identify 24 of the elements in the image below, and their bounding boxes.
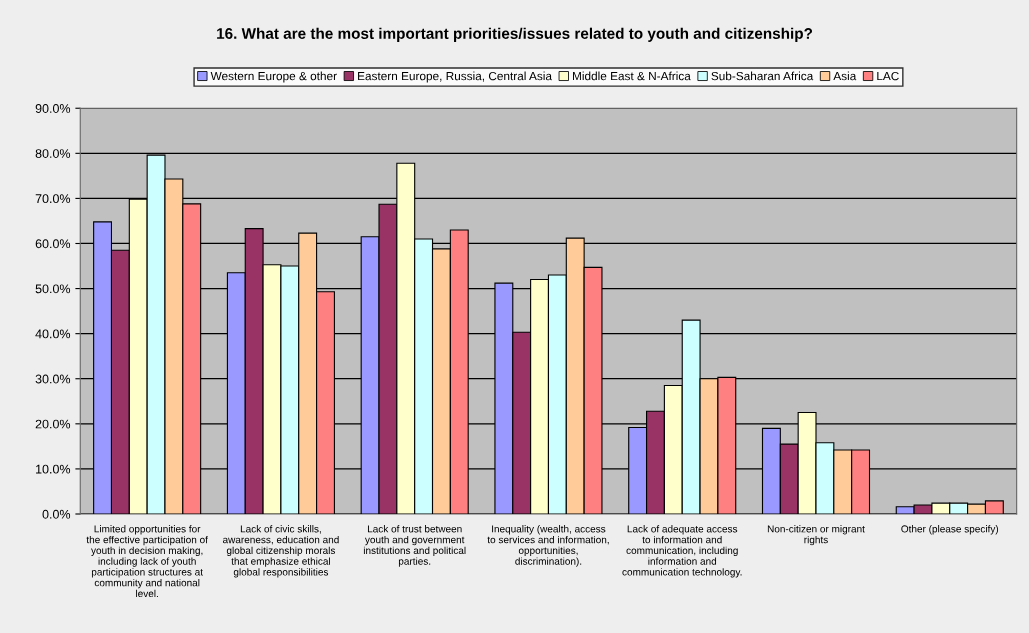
x-tick-label: Lack of trust between youth and government institutions and political parties. xyxy=(363,525,466,567)
y-tick-label: 70.0% xyxy=(35,194,71,204)
y-tick-label: 10.0% xyxy=(36,464,71,474)
y-tick-label: 20.0% xyxy=(35,419,71,429)
x-tick-label: Limited opportunities for the effective participation of youth in decision making, including lack of youth participation structures at community and national level. xyxy=(86,525,208,598)
chart-title: 16. What are the most important priorities/issues related to youth and citizenship? xyxy=(217,27,813,42)
x-tick-label: Lack of civic skills, awareness, education and global citizenship morals that emphasize ethical global responsibilities xyxy=(222,525,339,578)
legend-label: Eastern Europe, Russia, Central Asia xyxy=(358,71,552,83)
y-tick-label: 80.0% xyxy=(35,149,71,158)
legend-label: Asia xyxy=(833,71,857,81)
x-tick-label: Inequality (wealth, access to services and information, opportunities, discrimination). xyxy=(487,525,609,567)
y-tick-label: 60.0% xyxy=(35,239,71,249)
x-tick-label: Non-citizen or migrant rights xyxy=(767,525,865,546)
y-tick-label: 50.0% xyxy=(35,284,71,294)
y-tick-label: 30.0% xyxy=(35,374,71,384)
legend-label: Sub-Saharan Africa xyxy=(711,71,814,81)
legend-label: Western Europe & other xyxy=(210,71,337,83)
y-tick-label: 0.0% xyxy=(42,509,71,519)
legend-label: Middle East & N-Africa xyxy=(573,71,691,81)
y-tick-label: 90.0% xyxy=(35,104,71,113)
x-tick-label: Other (please specify) xyxy=(901,525,999,535)
x-tick-label: Lack of adequate access to information and communication, including information and communication technology. xyxy=(622,525,742,578)
legend-label: LAC xyxy=(877,71,899,81)
y-tick-label: 40.0% xyxy=(35,329,71,339)
